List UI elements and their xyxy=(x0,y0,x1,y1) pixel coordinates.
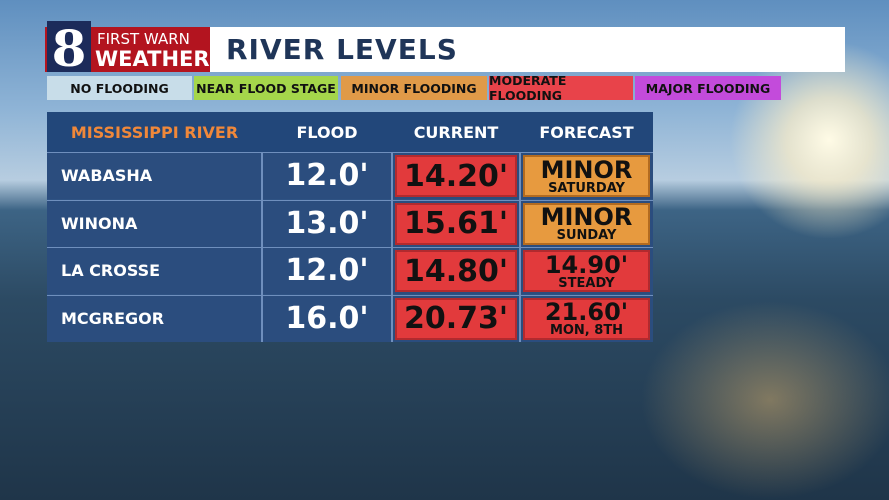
location: WINONA xyxy=(61,213,138,233)
column-header: FLOOD xyxy=(262,112,392,152)
location: LA CROSSE xyxy=(61,261,161,280)
legend-item: NO FLOODING xyxy=(47,76,192,100)
column-header: CURRENT xyxy=(392,112,520,152)
flood-stage: 12.0' xyxy=(285,253,369,288)
location: MCGREGOR xyxy=(61,308,165,328)
title-bar: RIVER LEVELS xyxy=(210,27,845,72)
forecast-detail: STEADY xyxy=(558,275,615,291)
legend-item: MODERATE FLOODING xyxy=(489,73,633,103)
forecast-value: MINOR xyxy=(540,203,633,231)
water-glow xyxy=(640,300,889,500)
column-divider xyxy=(391,152,393,342)
forecast: 14.90' STEADY xyxy=(523,250,650,292)
forecast: MINOR SUNDAY xyxy=(523,202,650,245)
logo-line: FIRST WARN xyxy=(97,30,190,48)
flood-stage: 16.0' xyxy=(285,300,369,336)
current-level: 14.80' xyxy=(395,250,517,292)
forecast-value: 21.60' xyxy=(544,298,629,326)
legend-item: MAJOR FLOODING xyxy=(635,76,781,100)
current-level: 14.20' xyxy=(395,155,517,197)
current-level: 15.61' xyxy=(395,202,517,245)
column-header: FORECAST xyxy=(520,112,653,152)
title: RIVER LEVELS xyxy=(226,33,458,66)
column-divider xyxy=(519,152,521,342)
logo-line: WEATHER xyxy=(95,47,210,71)
forecast-value: 14.90' xyxy=(544,250,629,279)
sun xyxy=(729,40,889,240)
current-level: 20.73' xyxy=(395,297,517,340)
column-divider xyxy=(261,152,263,342)
logo-number: 8 xyxy=(47,21,91,77)
legend-item: NEAR FLOOD STAGE xyxy=(194,76,338,100)
logo: 8 FIRST WARN WEATHER xyxy=(45,21,210,77)
flood-stage: 13.0' xyxy=(285,205,369,241)
legend-item: MINOR FLOODING xyxy=(341,76,487,100)
forecast-detail: SATURDAY xyxy=(548,180,625,196)
forecast-detail: MON, 8TH xyxy=(549,323,624,338)
column-header: MISSISSIPPI RIVER xyxy=(47,112,262,152)
forecast-detail: SUNDAY xyxy=(556,228,617,243)
flood-stage: 12.0' xyxy=(285,158,369,193)
forecast: MINOR SATURDAY xyxy=(523,155,650,197)
forecast: 21.60' MON, 8TH xyxy=(523,297,650,340)
river-table: MISSISSIPPI RIVER FLOOD CURRENT FORECAST WAB… xyxy=(47,112,653,342)
forecast-value: MINOR xyxy=(540,155,633,184)
location: WABASHA xyxy=(61,166,153,185)
